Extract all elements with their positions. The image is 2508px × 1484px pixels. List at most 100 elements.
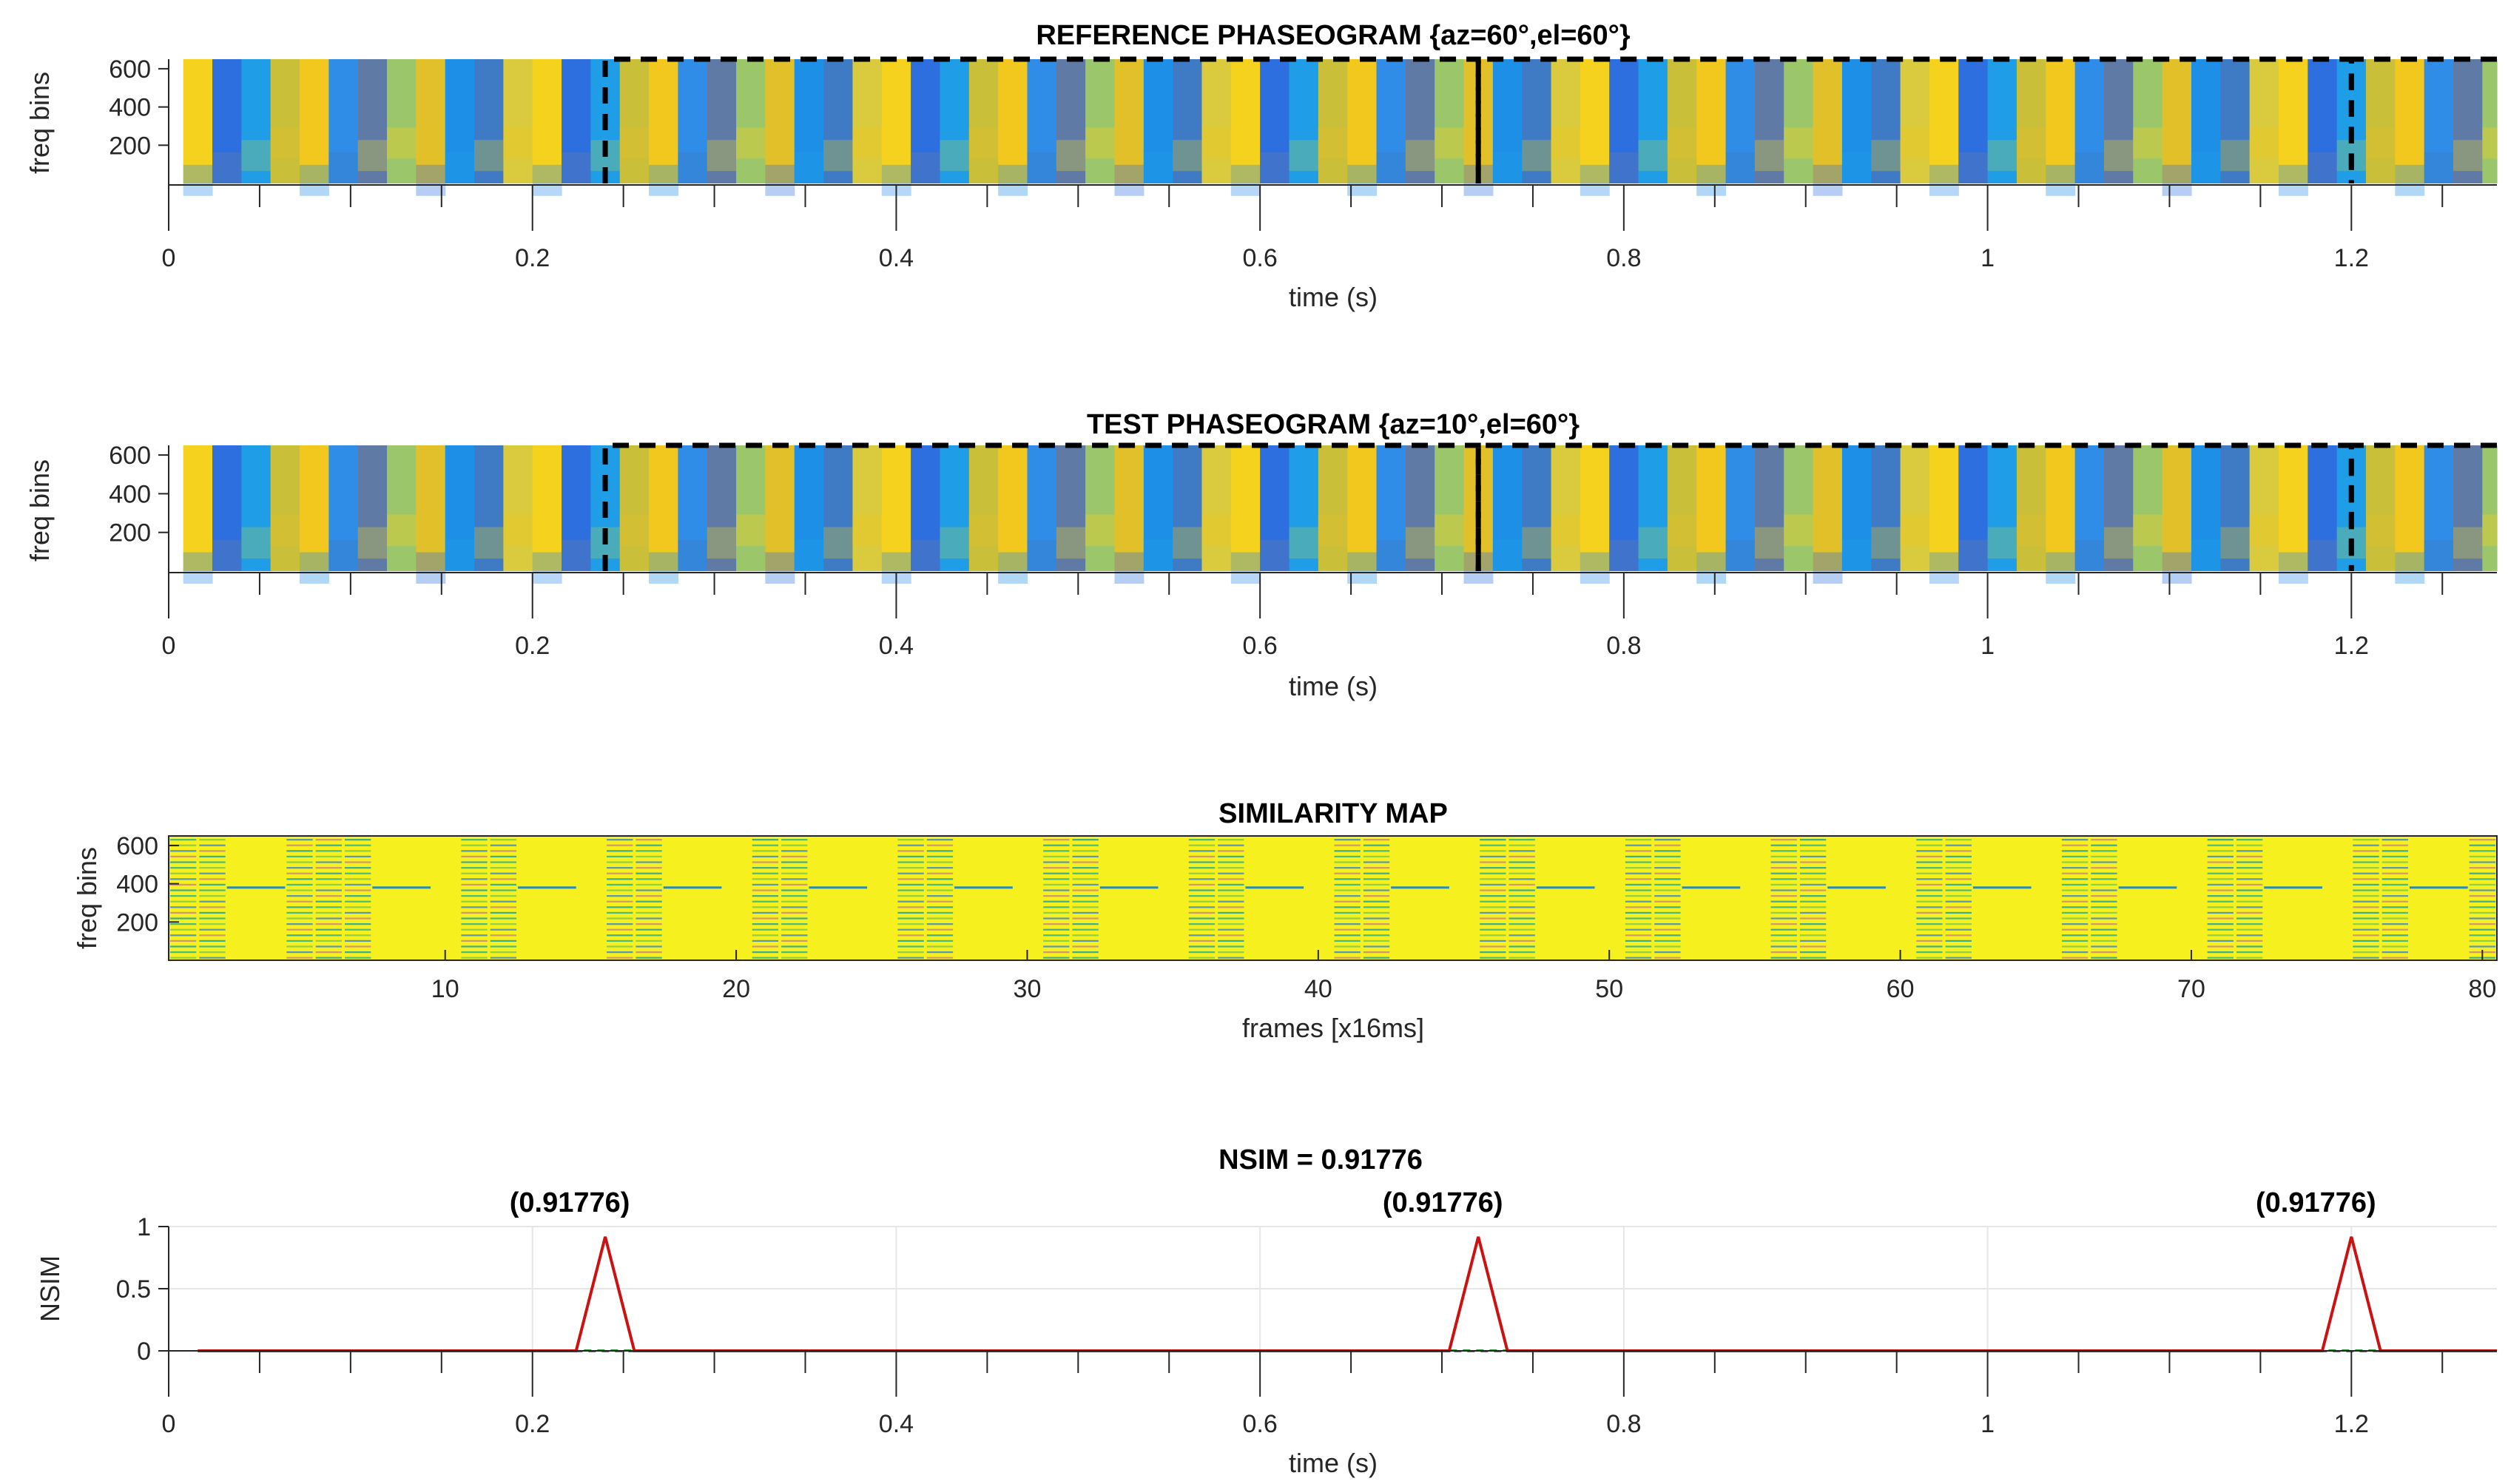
highlight-window [2348,56,2497,183]
phaseogram-frame [2220,445,2251,571]
test-title: TEST PHASEOGRAM {az=10°,el=60°} [1087,409,1580,440]
similarity-stripe [636,850,662,852]
highlight-window [2348,442,2497,571]
similarity-ylabel: freq bins [72,847,102,949]
similarity-stripe [199,951,226,954]
similarity-stripe [752,900,779,903]
similarity-stripe [1480,934,1506,937]
similarity-stripe [1654,951,1681,954]
similarity-stripe [1363,861,1390,863]
similarity-stripe [1480,895,1506,897]
similarity-stripe [1654,872,1681,874]
similarity-stripe [2207,906,2234,908]
similarity-stripe [1770,839,1797,841]
similarity-stripe [170,945,197,948]
similarity-stripe [2091,861,2117,863]
phaseogram-band [1871,140,1901,172]
similarity-stripe [2061,861,2089,863]
similarity-stripe [315,867,343,869]
similarity-stripe [897,957,924,959]
phaseogram-frame [736,445,766,571]
similarity-stripe [1043,906,1070,908]
similarity-stripe [1799,878,1827,880]
similarity-stripe [1799,906,1827,908]
similarity-stripe [199,883,226,886]
similarity-stripe [1363,951,1390,954]
similarity-stripe [2469,945,2495,948]
similarity-stripe [1072,867,1099,869]
similarity-stripe [1363,957,1390,959]
similarity-stripe [1334,906,1361,908]
similarity-stripe [2091,839,2117,841]
similarity-stripe [1188,861,1216,863]
phaseogram-frame [300,445,329,571]
similarity-stripe [345,895,371,897]
similarity-stripe [2381,872,2408,874]
phaseogram-band [2249,127,2279,159]
phaseogram-band [1522,140,1552,172]
similarity-stripe [315,895,343,897]
phaseogram-frame [823,445,854,571]
phaseogram-band [2220,527,2251,559]
similarity-stripe [315,940,343,942]
phaseogram-band [1173,527,1203,559]
similarity-stripe [286,911,313,914]
x-tick-label: 0.4 [879,632,914,660]
similarity-stripe [1072,878,1099,880]
similarity-stripe [1945,957,1972,959]
similarity-stripe [1480,900,1506,903]
phaseogram-frame [1725,445,1756,571]
similarity-stripe [286,900,313,903]
similarity-stripe [752,957,779,959]
similarity-stripe [2381,861,2408,863]
phaseogram-frame [1987,445,2017,571]
similarity-stripe [607,878,633,880]
similarity-stripe [2381,883,2408,886]
similarity-stripe [1945,923,1972,925]
similarity-stripe [1799,861,1827,863]
similarity-stripe [1480,844,1506,846]
similarity-stripe [2469,917,2495,920]
phaseogram-band [2220,140,2251,172]
similarity-stripe [2353,844,2379,846]
similarity-stripe [1770,900,1797,903]
similarity-stripe [636,895,662,897]
reference-ylabel: freq bins [24,72,55,174]
nsim-ylabel: NSIM [35,1255,65,1322]
similarity-stripe [2236,883,2263,886]
similarity-stripe [636,855,662,857]
similarity-stripe [1072,928,1099,931]
similarity-stripe [897,861,924,863]
similarity-stripe [1799,917,1827,920]
similarity-stripe [2381,923,2408,925]
phaseogram-band [532,164,562,196]
similarity-stripe [1218,872,1244,874]
similarity-stripe [1218,906,1244,908]
similarity-stripe [1799,883,1827,886]
similarity-stripe [2236,872,2263,874]
similarity-stripe [1480,945,1506,948]
similarity-stripe [315,951,343,954]
similarity-stripe [1334,855,1361,857]
similarity-stripe [1218,867,1244,869]
phaseogram-frame [1551,445,1581,571]
phaseogram-band [1667,514,1697,546]
phaseogram-band [270,514,300,546]
similarity-stripe [1043,872,1070,874]
phaseogram-band [794,152,824,183]
similarity-stripe [490,867,517,869]
phaseogram-band [852,127,883,159]
phaseogram-frame [1143,445,1173,571]
similarity-stripe [315,850,343,852]
reference-heatmap [183,56,2498,196]
similarity-stripe [897,923,924,925]
similarity-stripe [1480,923,1506,925]
similarity-stripe [1334,900,1361,903]
similarity-stripe [2091,850,2117,852]
phaseogram-frame [1492,59,1523,183]
phaseogram-band [387,127,417,159]
phaseogram-band [2103,140,2134,172]
phaseogram-band [503,514,533,546]
similarity-stripe [1363,934,1390,937]
similarity-stripe [199,850,226,852]
